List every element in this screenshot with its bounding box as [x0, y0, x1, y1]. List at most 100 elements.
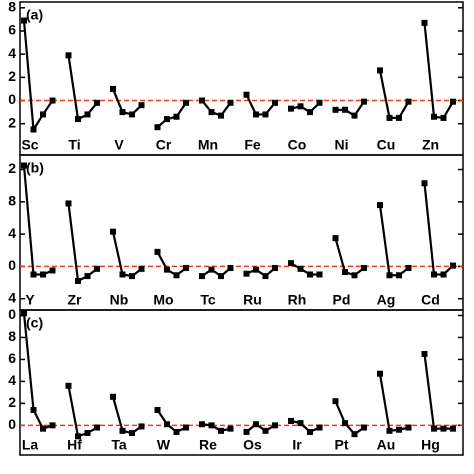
panel-frame — [19, 1, 464, 156]
point — [227, 99, 234, 106]
point — [405, 424, 412, 431]
series-line — [67, 385, 98, 438]
point — [154, 406, 161, 413]
series-line — [156, 251, 187, 277]
y-tick-label: 0 — [8, 257, 16, 273]
series-line — [201, 267, 232, 278]
point — [183, 424, 189, 431]
point — [40, 111, 46, 118]
point — [253, 266, 259, 273]
point — [243, 91, 250, 98]
point — [421, 350, 428, 357]
point — [84, 430, 91, 437]
series-line — [201, 99, 232, 117]
x-tick-label: Tc — [200, 292, 216, 308]
point — [84, 273, 91, 280]
point — [173, 113, 180, 120]
point — [351, 112, 358, 119]
point — [30, 126, 37, 133]
point — [129, 111, 135, 118]
point — [154, 248, 161, 255]
series-line — [334, 237, 365, 277]
series-line — [423, 353, 453, 430]
x-tick-label: Ir — [292, 437, 302, 453]
point — [30, 271, 37, 278]
x-tick-label: Co — [288, 137, 307, 153]
x-tick-label: Ag — [377, 292, 396, 308]
x-tick-label: Cu — [377, 137, 396, 153]
x-tick-label: Re — [199, 437, 217, 453]
y-tick-label: 0 — [8, 416, 16, 432]
point — [40, 425, 46, 432]
point — [208, 266, 215, 273]
point — [332, 106, 339, 113]
point — [164, 421, 170, 428]
point — [297, 103, 304, 110]
series-line — [290, 419, 320, 434]
point — [386, 114, 393, 121]
x-tick-label: Sc — [21, 137, 38, 153]
point — [154, 124, 161, 131]
point — [243, 270, 250, 277]
point — [351, 272, 358, 279]
y-tick-label: 4 — [8, 225, 16, 241]
point — [405, 265, 412, 272]
series-line — [378, 373, 409, 433]
point — [129, 273, 135, 280]
x-tick-label: Ti — [68, 137, 80, 153]
series-line — [22, 313, 53, 430]
point — [138, 265, 145, 272]
series-line — [290, 102, 321, 114]
series-line — [67, 203, 98, 283]
series-line — [111, 88, 143, 116]
series-line — [22, 165, 53, 276]
y-tick-label: 4 — [8, 372, 16, 388]
x-tick-label: Zn — [422, 137, 439, 153]
point — [208, 109, 215, 116]
y-tick-label: 8 — [8, 193, 16, 209]
x-tick-label: Hg — [421, 437, 440, 453]
point — [138, 102, 145, 109]
point — [129, 430, 135, 437]
x-tick-label: Zr — [68, 292, 83, 308]
point — [183, 265, 189, 272]
point — [351, 431, 358, 438]
point — [396, 426, 402, 433]
point — [297, 265, 304, 272]
y-tick-label: 2 — [8, 160, 16, 176]
series-line — [245, 422, 276, 433]
y-tick-label: 8 — [8, 0, 16, 14]
x-tick-label: Cr — [156, 137, 172, 153]
point — [288, 417, 294, 424]
point — [183, 99, 189, 106]
point — [272, 99, 278, 106]
series-line — [245, 94, 276, 116]
point — [110, 85, 116, 92]
point — [218, 273, 224, 280]
point — [218, 427, 224, 434]
point — [173, 428, 180, 435]
point — [440, 425, 447, 432]
y-tick-label: 6 — [8, 350, 16, 366]
point — [332, 235, 339, 242]
point — [342, 420, 348, 427]
panel-frame — [19, 154, 464, 311]
point — [307, 271, 313, 278]
point — [65, 52, 72, 59]
x-tick-label: Fe — [244, 137, 261, 153]
point — [75, 433, 81, 440]
point — [75, 277, 81, 284]
point — [316, 99, 323, 106]
x-tick-label: Nb — [110, 292, 129, 308]
point — [440, 114, 447, 121]
point — [94, 424, 100, 431]
panel-label: (c) — [26, 315, 43, 331]
point — [65, 200, 72, 207]
point — [65, 382, 72, 389]
x-tick-label: Y — [25, 292, 35, 308]
point — [21, 17, 27, 24]
point — [316, 424, 323, 431]
point — [377, 370, 383, 377]
point — [272, 422, 278, 429]
